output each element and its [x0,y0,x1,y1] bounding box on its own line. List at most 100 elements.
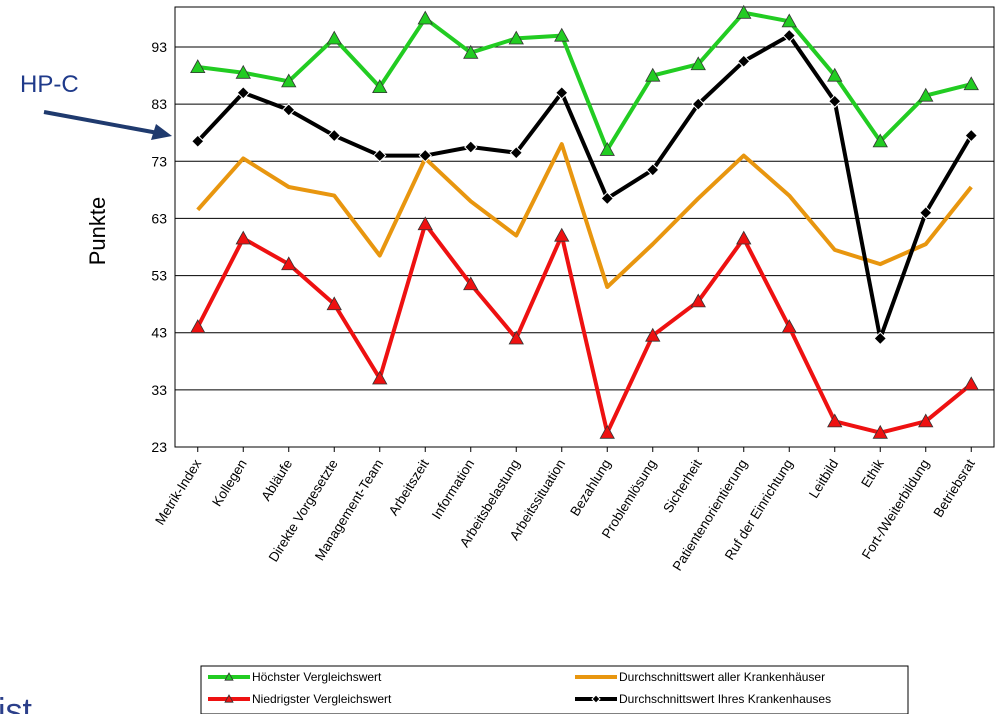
data-point [827,413,843,428]
data-point [736,230,752,245]
series-line [196,142,973,289]
series-lines [190,4,979,439]
data-point [964,128,978,143]
data-point [827,67,843,82]
series-3 [191,28,978,346]
data-point [872,424,888,439]
hp-c-annotation: HP-C [20,71,79,98]
data-point [781,13,797,28]
x-tick-label: Sicherheit [660,456,705,515]
legend-item: Durchschnittswert Ihres Krankenhauses [575,692,831,706]
data-point [554,227,570,242]
data-point [690,293,706,308]
data-point [508,330,524,345]
x-tick-label: Bezahlung [567,457,614,519]
data-point [464,140,478,154]
data-point [326,30,342,45]
data-point [463,276,479,291]
y-tick-label: 73 [151,153,167,169]
y-tick-label: 23 [151,439,167,455]
legend-item: Niedrigster Vergleichswert [208,692,392,706]
data-point [327,128,341,143]
legend: Höchster Vergleichswert Durchschnittswert… [200,665,909,714]
data-point [373,148,387,163]
legend-item: Durchschnittswert aller Krankenhäuser [575,670,825,684]
data-point [555,86,569,100]
x-tick-label: Ethik [858,456,887,490]
x-tick-label: Abläufe [258,457,295,504]
y-tick-label: 83 [151,96,167,112]
data-point [963,76,979,91]
annotation-arrow [43,110,172,140]
data-point [417,10,433,25]
data-point [282,103,296,117]
data-point [281,73,297,88]
data-point [224,672,234,681]
data-point [873,331,887,346]
data-point [918,87,934,102]
x-tick-label: Arbeitszeit [386,456,432,518]
data-point [781,319,797,334]
x-tick-label: Leitbild [806,457,841,501]
y-tick-label: 93 [151,39,167,55]
series-0 [190,4,979,156]
data-point [691,97,705,111]
legend-item: Höchster Vergleichswert [208,670,382,684]
x-tick-label: Betriebsrat [930,456,977,520]
series-2 [190,216,979,439]
data-point [690,56,706,71]
y-axis-label: Punkte [85,197,110,266]
x-tick-label: Metrik-Index [152,456,204,527]
data-point [828,94,842,108]
data-point [463,44,479,59]
data-point [554,27,570,42]
legend-label: Durchschnittswert Ihres Krankenhauses [619,692,831,706]
y-tick-label: 43 [151,325,167,341]
data-point [591,694,601,704]
data-point [919,206,933,220]
data-point [191,134,205,148]
partial-text: ist [0,692,33,714]
data-point [646,163,660,177]
data-point [236,86,250,100]
data-point [599,424,615,439]
y-tick-label: 63 [151,210,167,226]
data-point [872,133,888,148]
data-point [326,296,342,311]
data-point [918,413,934,428]
data-point [372,79,388,93]
series-1 [196,142,973,289]
data-point [737,54,751,68]
data-point [190,319,206,334]
legend-label: Niedrigster Vergleichswert [252,692,392,706]
x-tick-label: Kollegen [209,457,250,510]
data-point [190,59,206,73]
data-point [508,30,524,45]
data-point [235,230,251,245]
data-point [372,370,388,385]
y-tick-label: 53 [151,268,167,284]
data-point [509,146,523,160]
data-point [782,28,796,43]
series-line [197,10,972,152]
legend-label: Höchster Vergleichswert [252,670,382,684]
data-point [645,67,661,82]
data-point [736,4,752,19]
series-line [196,33,973,341]
data-point [235,64,251,79]
y-tick-labels: 23 33 43 53 63 73 83 93 [151,39,167,455]
y-tick-label: 33 [151,382,167,398]
data-point [963,376,979,391]
legend-label: Durchschnittswert aller Krankenhäuser [619,670,825,684]
data-point [645,327,661,342]
series-line [195,222,973,435]
data-point [418,148,432,163]
data-point [417,216,433,231]
data-point [281,256,297,271]
x-tick-label: Information [429,457,478,522]
data-point [599,142,615,156]
data-point [224,694,234,703]
data-point [600,191,614,206]
